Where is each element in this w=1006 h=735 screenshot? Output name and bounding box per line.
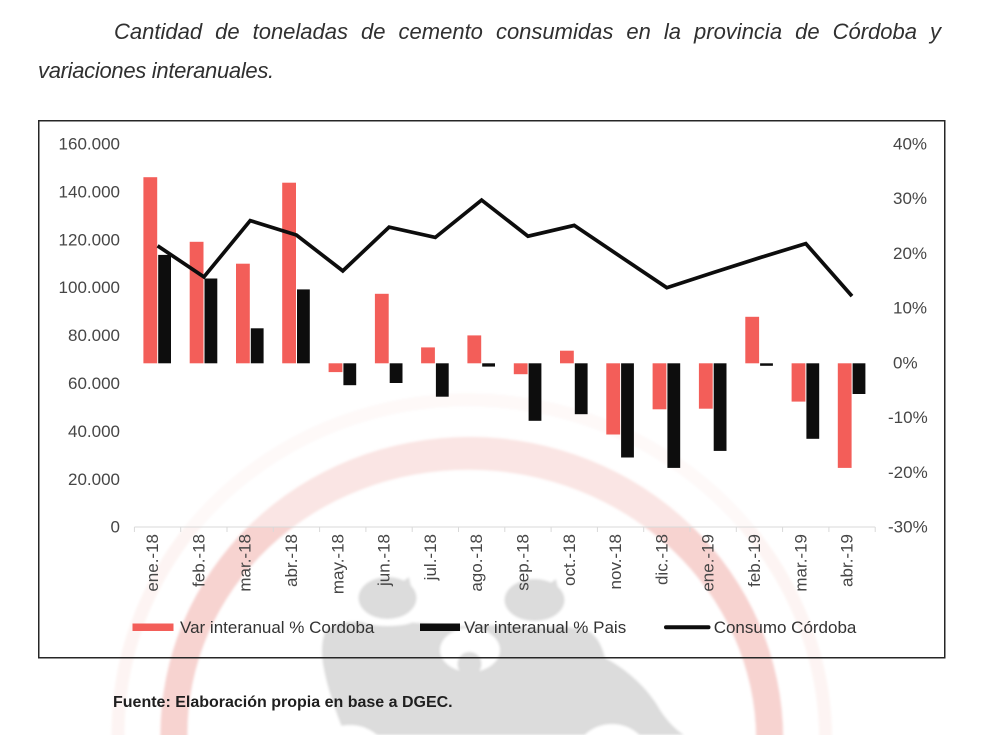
svg-text:mar.-18: mar.-18 bbox=[236, 534, 255, 592]
svg-text:Var interanual % Cordoba: Var interanual % Cordoba bbox=[180, 618, 375, 637]
svg-text:-30%: -30% bbox=[888, 518, 928, 537]
svg-text:dic.-18: dic.-18 bbox=[652, 534, 671, 585]
svg-text:120.000: 120.000 bbox=[59, 230, 120, 249]
svg-text:60.000: 60.000 bbox=[68, 374, 120, 393]
svg-text:80.000: 80.000 bbox=[68, 326, 120, 345]
svg-text:40%: 40% bbox=[893, 135, 927, 154]
svg-text:Var interanual % Pais: Var interanual % Pais bbox=[464, 618, 626, 637]
svg-text:160.000: 160.000 bbox=[59, 135, 120, 154]
svg-text:140.000: 140.000 bbox=[59, 182, 120, 201]
svg-text:20%: 20% bbox=[893, 244, 927, 263]
svg-text:jul.-18: jul.-18 bbox=[421, 534, 440, 581]
svg-text:ago.-18: ago.-18 bbox=[467, 534, 486, 592]
svg-text:nov.-18: nov.-18 bbox=[606, 534, 625, 589]
svg-text:mar.-19: mar.-19 bbox=[791, 534, 810, 592]
svg-text:10%: 10% bbox=[893, 299, 927, 318]
svg-text:sep.-18: sep.-18 bbox=[514, 534, 533, 591]
svg-text:0: 0 bbox=[111, 518, 120, 537]
svg-text:100.000: 100.000 bbox=[59, 278, 120, 297]
svg-text:abr.-19: abr.-19 bbox=[838, 534, 857, 587]
svg-text:-20%: -20% bbox=[888, 463, 928, 482]
svg-text:-10%: -10% bbox=[888, 408, 928, 427]
svg-text:abr.-18: abr.-18 bbox=[282, 534, 301, 587]
svg-text:40.000: 40.000 bbox=[68, 422, 120, 441]
svg-text:0%: 0% bbox=[893, 354, 918, 373]
svg-text:ene.-19: ene.-19 bbox=[699, 534, 718, 592]
svg-text:30%: 30% bbox=[893, 189, 927, 208]
svg-text:20.000: 20.000 bbox=[68, 470, 120, 489]
svg-text:may.-18: may.-18 bbox=[328, 534, 347, 594]
svg-text:jun.-18: jun.-18 bbox=[375, 534, 394, 587]
svg-text:Consumo Córdoba: Consumo Córdoba bbox=[714, 618, 857, 637]
svg-text:feb.-18: feb.-18 bbox=[189, 534, 208, 587]
svg-text:oct.-18: oct.-18 bbox=[560, 534, 579, 586]
svg-text:ene.-18: ene.-18 bbox=[143, 534, 162, 592]
svg-text:feb.-19: feb.-19 bbox=[745, 534, 764, 587]
